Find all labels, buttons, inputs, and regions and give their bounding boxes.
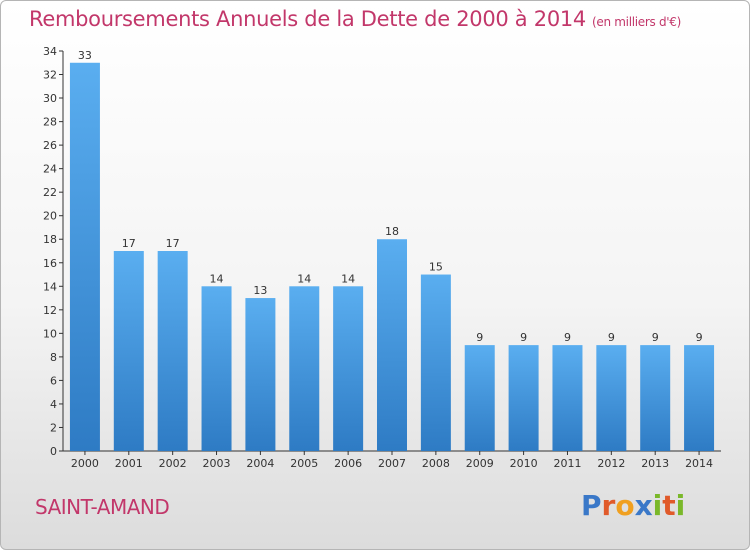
chart-bars <box>69 62 715 451</box>
bar-2014 <box>684 345 715 451</box>
bar-2001 <box>113 251 144 451</box>
x-tick-label-2005: 2005 <box>290 457 318 470</box>
data-label-2013: 9 <box>652 331 659 344</box>
bar-2000 <box>69 62 100 451</box>
y-tick-label: 10 <box>43 327 57 340</box>
chart-title: Remboursements Annuels de la Dette de 20… <box>29 7 681 31</box>
x-tick-label-2002: 2002 <box>159 457 187 470</box>
y-tick-label: 22 <box>43 186 57 199</box>
y-tick-label: 18 <box>43 233 57 246</box>
chart-title-text: Remboursements Annuels de la Dette de 20… <box>29 7 586 31</box>
x-tick-label-2012: 2012 <box>597 457 625 470</box>
brand-letter: t <box>662 489 676 522</box>
y-tick-label: 30 <box>43 92 57 105</box>
data-label-2012: 9 <box>608 331 615 344</box>
brand-letter: r <box>601 489 616 522</box>
brand-letter: i <box>652 489 663 522</box>
y-tick-label: 14 <box>43 280 57 293</box>
data-label-2007: 18 <box>385 225 399 238</box>
data-label-2003: 14 <box>210 272 224 285</box>
bar-2005 <box>289 286 320 451</box>
proxiti-logo: Proxiti <box>581 489 685 522</box>
brand-letter: P <box>581 489 602 522</box>
bar-2010 <box>508 345 539 451</box>
x-tick-label-2011: 2011 <box>553 457 581 470</box>
data-label-2002: 17 <box>166 237 180 250</box>
data-label-2001: 17 <box>122 237 136 250</box>
data-label-2000: 33 <box>78 49 92 62</box>
chart-data-labels: 33 17 17 14 13 14 14 18 15 9 9 9 9 9 9 <box>78 49 703 344</box>
y-tick-label: 0 <box>50 445 57 458</box>
bar-2009 <box>464 345 495 451</box>
x-tick-label-2001: 2001 <box>115 457 143 470</box>
x-tick-label-2014: 2014 <box>685 457 713 470</box>
bar-2004 <box>245 298 276 451</box>
y-tick-label: 28 <box>43 116 57 129</box>
x-tick-label-2009: 2009 <box>466 457 494 470</box>
y-tick-label: 8 <box>50 351 57 364</box>
y-tick-label: 32 <box>43 69 57 82</box>
x-tick-label-2000: 2000 <box>71 457 99 470</box>
y-tick-label: 24 <box>43 163 57 176</box>
x-tick-label-2013: 2013 <box>641 457 669 470</box>
data-label-2005: 14 <box>297 272 311 285</box>
data-label-2006: 14 <box>341 272 355 285</box>
y-tick-label: 26 <box>43 139 57 152</box>
x-tick-label-2004: 2004 <box>246 457 274 470</box>
brand-letter: x <box>634 489 653 522</box>
x-tick-label-2010: 2010 <box>510 457 538 470</box>
x-tick-label-2003: 2003 <box>203 457 231 470</box>
brand-letter: i <box>675 489 686 522</box>
bar-2013 <box>640 345 671 451</box>
y-tick-label: 34 <box>43 45 57 58</box>
y-tick-label: 20 <box>43 210 57 223</box>
x-tick-label-2008: 2008 <box>422 457 450 470</box>
bar-2012 <box>596 345 627 451</box>
bar-2007 <box>377 239 407 451</box>
bar-2008 <box>420 274 451 451</box>
data-label-2014: 9 <box>696 331 703 344</box>
brand-letter: o <box>615 489 635 522</box>
data-label-2009: 9 <box>476 331 483 344</box>
y-tick-label: 12 <box>43 304 57 317</box>
y-tick-label: 16 <box>43 257 57 270</box>
bar-2002 <box>157 251 188 451</box>
y-tick-label: 4 <box>50 398 57 411</box>
bar-2003 <box>201 286 232 451</box>
city-name: SAINT-AMAND <box>35 495 170 519</box>
x-tick-label-2007: 2007 <box>378 457 406 470</box>
x-tick-label-2006: 2006 <box>334 457 362 470</box>
data-label-2004: 13 <box>253 284 267 297</box>
chart-subtitle: (en milliers d'€) <box>592 15 682 29</box>
data-label-2011: 9 <box>564 331 571 344</box>
chart-x-tick-labels: 2000 2001 2002 2003 2004 2005 2006 2007 2008 2009… <box>71 451 713 470</box>
data-label-2008: 15 <box>429 261 443 274</box>
y-tick-label: 2 <box>50 421 57 434</box>
bar-2011 <box>552 345 583 451</box>
data-label-2010: 9 <box>520 331 527 344</box>
bar-2006 <box>333 286 364 451</box>
y-tick-label: 6 <box>50 374 57 387</box>
